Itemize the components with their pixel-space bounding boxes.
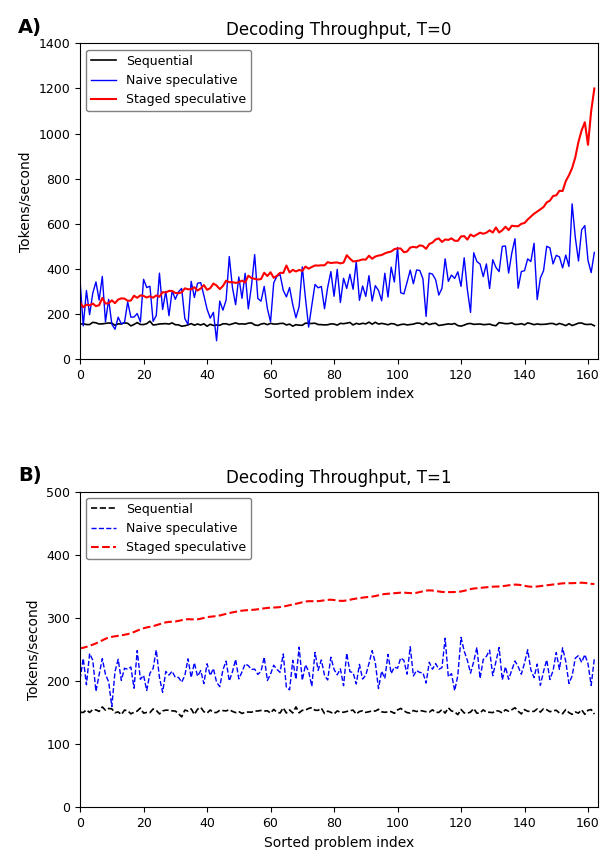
Line: Naive speculative: Naive speculative bbox=[80, 637, 594, 707]
Naive speculative bbox=[556, 252, 563, 262]
Staged speculative bbox=[556, 186, 563, 196]
Naive speculative bbox=[454, 670, 461, 681]
Naive speculative bbox=[524, 645, 532, 655]
Staged speculative bbox=[517, 580, 525, 590]
Staged speculative bbox=[588, 579, 595, 589]
Naive speculative bbox=[76, 276, 84, 286]
Legend: Sequential, Naive speculative, Staged speculative: Sequential, Naive speculative, Staged sp… bbox=[86, 498, 251, 559]
Staged speculative bbox=[591, 83, 598, 94]
Line: Sequential: Sequential bbox=[80, 321, 594, 326]
Text: A): A) bbox=[18, 18, 42, 37]
Naive speculative bbox=[213, 336, 221, 346]
Staged speculative bbox=[553, 579, 560, 589]
Sequential bbox=[486, 707, 493, 718]
Title: Decoding Throughput, T=0: Decoding Throughput, T=0 bbox=[226, 21, 452, 39]
Sequential bbox=[591, 320, 598, 331]
Staged speculative bbox=[479, 582, 487, 593]
Naive speculative bbox=[569, 199, 576, 209]
Naive speculative bbox=[311, 279, 318, 290]
Y-axis label: Tokens/second: Tokens/second bbox=[19, 151, 33, 252]
Staged speculative bbox=[578, 577, 585, 588]
Sequential bbox=[178, 321, 185, 332]
Sequential bbox=[524, 318, 532, 328]
Naive speculative bbox=[559, 642, 566, 653]
Staged speculative bbox=[451, 587, 458, 597]
Sequential bbox=[76, 319, 84, 330]
Naive speculative bbox=[486, 645, 493, 655]
Naive speculative bbox=[483, 259, 490, 269]
X-axis label: Sorted problem index: Sorted problem index bbox=[264, 387, 414, 401]
Line: Sequential: Sequential bbox=[80, 707, 594, 717]
Sequential bbox=[591, 709, 598, 720]
Naive speculative bbox=[108, 701, 116, 712]
Naive speculative bbox=[521, 266, 528, 276]
Sequential bbox=[315, 705, 322, 715]
Y-axis label: Tokens/second: Tokens/second bbox=[27, 599, 41, 700]
Staged speculative bbox=[219, 609, 227, 620]
Staged speculative bbox=[591, 579, 598, 589]
Staged speculative bbox=[222, 275, 230, 286]
Staged speculative bbox=[76, 643, 84, 654]
Line: Staged speculative: Staged speculative bbox=[80, 582, 594, 648]
Staged speculative bbox=[588, 106, 595, 116]
Staged speculative bbox=[454, 235, 461, 246]
Sequential bbox=[457, 704, 464, 714]
Sequential bbox=[76, 707, 84, 717]
Legend: Sequential, Naive speculative, Staged speculative: Sequential, Naive speculative, Staged sp… bbox=[86, 49, 251, 111]
Staged speculative bbox=[76, 297, 84, 307]
Line: Staged speculative: Staged speculative bbox=[80, 89, 594, 307]
Line: Naive speculative: Naive speculative bbox=[80, 204, 594, 341]
Staged speculative bbox=[483, 227, 490, 238]
Naive speculative bbox=[591, 247, 598, 258]
Sequential bbox=[315, 319, 322, 330]
Sequential bbox=[222, 706, 230, 716]
Title: Decoding Throughput, T=1: Decoding Throughput, T=1 bbox=[226, 470, 452, 487]
Sequential bbox=[178, 712, 185, 722]
Naive speculative bbox=[457, 632, 464, 642]
X-axis label: Sorted problem index: Sorted problem index bbox=[264, 836, 414, 850]
Sequential bbox=[559, 319, 566, 330]
Staged speculative bbox=[521, 218, 528, 228]
Naive speculative bbox=[222, 656, 230, 667]
Naive speculative bbox=[454, 266, 461, 277]
Naive speculative bbox=[311, 648, 318, 658]
Sequential bbox=[524, 706, 532, 716]
Sequential bbox=[559, 708, 566, 719]
Sequential bbox=[457, 321, 464, 332]
Text: B): B) bbox=[18, 466, 42, 485]
Naive speculative bbox=[591, 654, 598, 664]
Sequential bbox=[292, 701, 299, 712]
Naive speculative bbox=[222, 295, 230, 306]
Sequential bbox=[225, 319, 233, 330]
Sequential bbox=[146, 316, 153, 326]
Sequential bbox=[486, 319, 493, 329]
Staged speculative bbox=[79, 302, 87, 312]
Naive speculative bbox=[76, 674, 84, 685]
